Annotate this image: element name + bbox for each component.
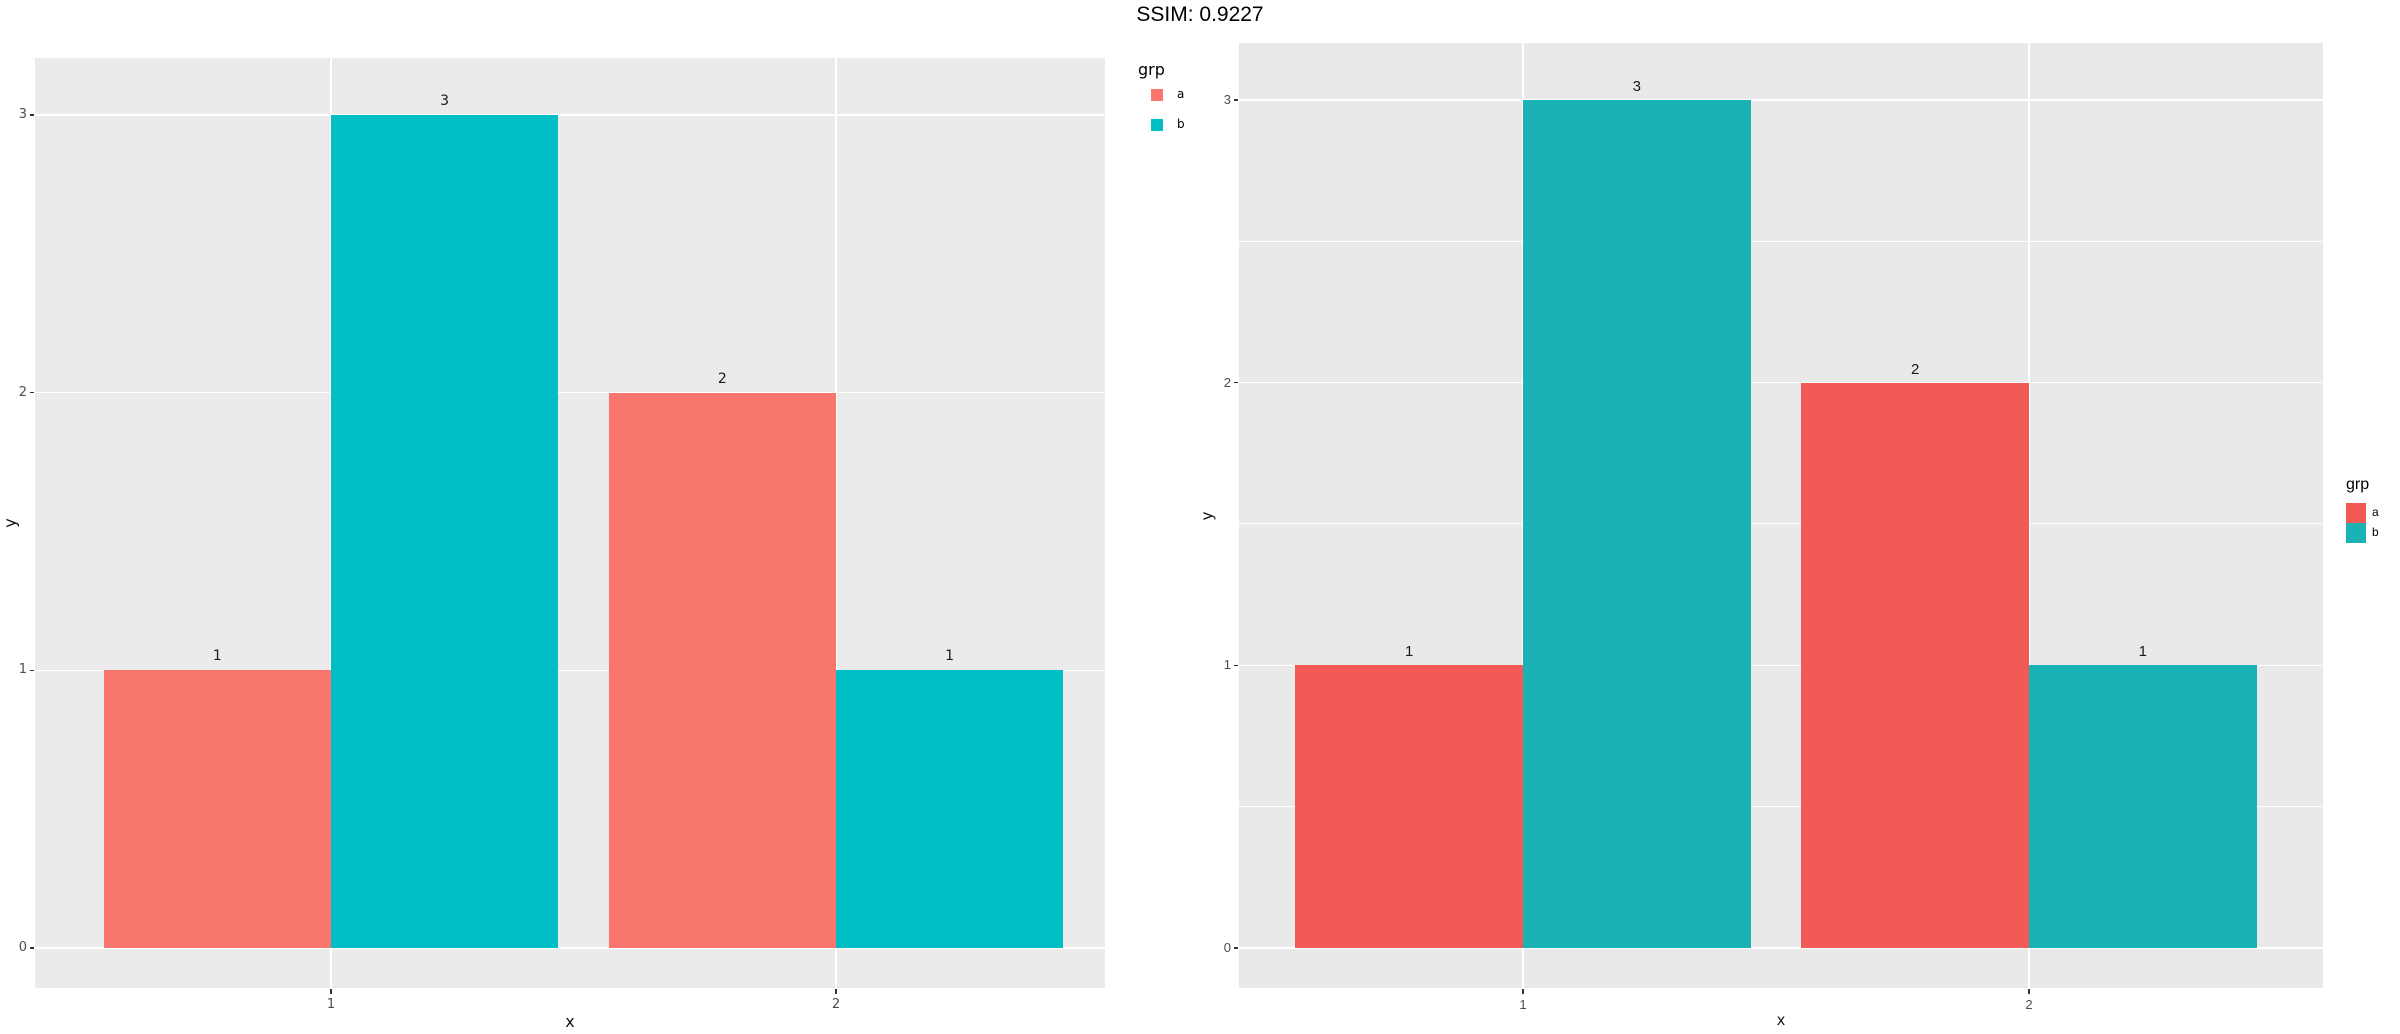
legend-item-label: a <box>1177 87 1185 101</box>
y-tick-mark <box>30 114 34 116</box>
legend-item-label: b <box>2372 525 2379 539</box>
x-tick-mark <box>2028 989 2030 994</box>
y-tick-mark <box>30 391 34 394</box>
major-gridline-y <box>35 947 1105 949</box>
minor-gridline-y <box>1239 240 2323 242</box>
legend-item-label: a <box>2372 505 2379 519</box>
y-tick-label: 2 <box>18 384 27 400</box>
major-gridline-y <box>1239 947 2323 949</box>
bar-value-label: 1 <box>945 648 955 665</box>
legend-title: grp <box>1138 60 1165 79</box>
bar <box>331 114 559 948</box>
bar <box>1295 665 1523 948</box>
bar <box>1801 382 2029 948</box>
legend-swatch <box>1151 89 1163 101</box>
y-tick-label: 3 <box>18 106 27 122</box>
bar <box>608 392 836 948</box>
y-tick-label: 3 <box>1223 91 1231 107</box>
minor-gridline-y <box>1239 523 2323 525</box>
y-tick-mark <box>30 669 34 672</box>
major-gridline-y <box>35 391 1105 394</box>
bar-value-label: 3 <box>1632 77 1642 95</box>
minor-gridline-y <box>1239 806 2323 808</box>
major-gridline-y <box>1239 381 2323 384</box>
x-tick-label: 2 <box>831 997 841 1012</box>
bar-value-label: 1 <box>1404 643 1414 661</box>
major-gridline-x <box>2028 43 2030 988</box>
bar-value-label: 1 <box>2138 643 2148 661</box>
bar <box>103 670 331 948</box>
bar-value-label: 3 <box>440 92 450 109</box>
x-tick-label: 1 <box>326 997 336 1012</box>
bar <box>1523 99 1751 948</box>
bar-value-label: 2 <box>717 370 727 387</box>
legend-title: grp <box>2346 476 2370 493</box>
y-tick-mark <box>1234 99 1238 101</box>
y-tick-mark <box>1234 664 1238 667</box>
bar-value-label: 2 <box>1910 360 1920 378</box>
x-tick-label: 2 <box>2025 997 2033 1012</box>
y-tick-label: 1 <box>18 662 27 678</box>
y-tick-label: 0 <box>1223 940 1231 955</box>
bar-value-label: 1 <box>212 648 222 665</box>
legend-swatch <box>2346 503 2366 523</box>
major-gridline-x <box>835 58 837 988</box>
x-tick-mark <box>1522 989 1524 994</box>
legend-swatch <box>2346 523 2366 543</box>
major-gridline-y <box>35 669 1105 672</box>
y-tick-mark <box>1234 947 1238 949</box>
axis-title-y: y <box>1199 511 1216 520</box>
x-tick-mark <box>835 989 837 994</box>
major-gridline-y <box>1239 664 2323 667</box>
bar <box>836 670 1064 948</box>
axis-title-x: x <box>1777 1012 1785 1029</box>
major-gridline-y <box>1239 99 2323 101</box>
figure-title: SSIM: 0.9227 <box>1136 3 1264 26</box>
bar <box>2029 665 2257 948</box>
y-tick-mark <box>1234 381 1238 384</box>
axis-title-x: x <box>565 1012 575 1031</box>
legend-swatch <box>1151 119 1163 131</box>
legend-item-label: b <box>1177 117 1185 131</box>
y-tick-label: 1 <box>1223 657 1231 673</box>
y-tick-label: 0 <box>18 940 27 955</box>
x-tick-mark <box>330 989 332 994</box>
y-tick-mark <box>30 947 34 949</box>
x-tick-label: 1 <box>1519 997 1527 1012</box>
major-gridline-y <box>35 114 1105 116</box>
y-tick-label: 2 <box>1223 374 1231 390</box>
